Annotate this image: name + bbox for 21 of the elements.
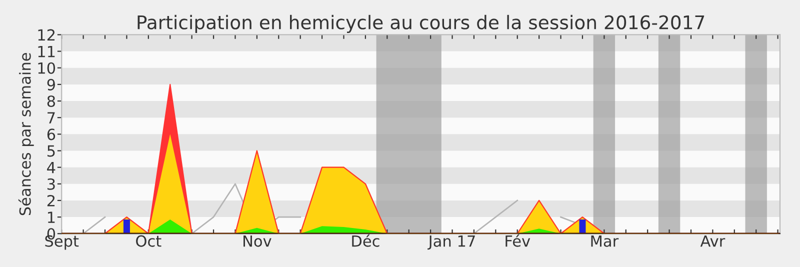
- y-tick-label: 9: [47, 78, 55, 90]
- x-tick-label: Oct: [136, 235, 162, 247]
- y-tick-label: 2: [47, 194, 55, 206]
- y-tick-label: 7: [48, 112, 55, 124]
- x-tick-label: Nov: [244, 235, 272, 247]
- y-tick-label: 4: [47, 162, 56, 174]
- y-tick-label: 12: [38, 29, 55, 41]
- y-tick-label: 11: [38, 46, 55, 58]
- y-tick-label: 10: [38, 62, 56, 74]
- chart-title: Participation en hemicycle au cours de la session 2016-2017: [138, 14, 704, 34]
- y-tick-label: 5: [48, 145, 55, 157]
- x-tick-label: Fév: [506, 234, 530, 247]
- y-axis-title: Séances par semaine: [18, 53, 34, 216]
- x-tick-label: Avr: [700, 235, 726, 247]
- x-tick-label: Mar: [591, 235, 619, 247]
- y-tick-label: 6: [47, 128, 56, 140]
- x-tick-label: Déc: [352, 234, 380, 247]
- y-tick-label: 3: [47, 178, 55, 190]
- y-tick-label: 1: [48, 212, 55, 223]
- x-tick-label: Jan 17: [428, 235, 475, 250]
- y-tick-label: 8: [47, 95, 55, 108]
